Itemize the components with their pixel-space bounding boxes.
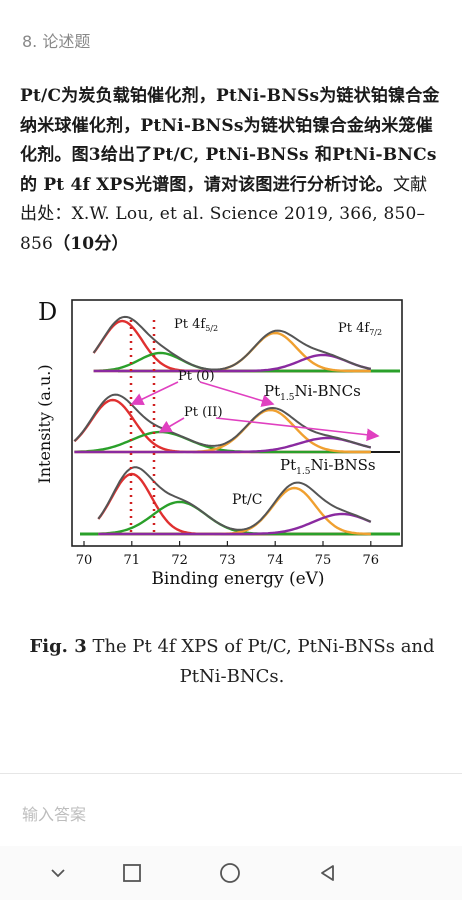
figure-caption: Fig. 3 The Pt 4f XPS of Pt/C, PtNi-BNSs … — [20, 632, 444, 692]
label-pt4f52: Pt 4f5/2 — [174, 317, 218, 333]
divider — [0, 773, 462, 774]
question-reference: 文献出处：X.W. Lou, et al. Science 2019, 366,… — [20, 174, 428, 254]
circle-icon — [220, 863, 240, 883]
label-pt4f72: Pt 4f7/2 — [338, 321, 382, 337]
nav-recents-button[interactable] — [102, 846, 162, 900]
triangle-back-icon — [321, 865, 334, 881]
x-ticks: 70 71 72 73 74 75 76 — [76, 541, 379, 568]
x-tick-label: 74 — [267, 553, 284, 568]
y-axis-label: Intensity (a.u.) — [35, 364, 54, 483]
label-pt2: Pt (II) — [184, 405, 223, 420]
arrow-pt0-left — [130, 381, 179, 405]
arrow-pt0-right — [199, 381, 275, 407]
envelope-top — [92, 315, 371, 371]
caption-text: The Pt 4f XPS of Pt/C, PtNi-BNSs and PtN… — [86, 636, 435, 687]
system-navbar — [0, 846, 462, 900]
peak-top-0 — [92, 319, 371, 373]
question-body: Pt/C为炭负载铂催化剂，PtNi-BNSs为链状铂镍合金纳米球催化剂，PtNi… — [20, 86, 440, 195]
label-ptc: Pt/C — [232, 492, 262, 508]
peak-top-3 — [93, 353, 371, 373]
arrow-pt2-left — [158, 417, 185, 433]
xps-curves — [73, 315, 372, 536]
x-tick-label: 76 — [363, 553, 380, 568]
plot-frame — [71, 299, 403, 547]
x-tick-label: 75 — [315, 553, 332, 568]
label-bncs: Pt1.5Ni-BNCs — [264, 382, 361, 403]
x-tick-label: 73 — [219, 553, 236, 568]
peak-mid-3 — [74, 436, 372, 454]
caption-label: Fig. 3 — [29, 636, 87, 657]
question-number: 8. 论述题 — [22, 32, 91, 51]
question-text: Pt/C为炭负载铂催化剂，PtNi-BNSs为链状铂镍合金纳米球催化剂，PtNi… — [20, 82, 444, 259]
envelope-bottom — [97, 466, 372, 531]
x-tick-label: 70 — [76, 553, 93, 568]
arrow-pt2-right — [215, 417, 380, 442]
x-axis-label: Binding energy (eV) — [151, 569, 324, 589]
x-tick-label: 71 — [124, 553, 141, 568]
nav-collapse-button[interactable] — [28, 846, 88, 900]
nav-home-button[interactable] — [200, 846, 260, 900]
annotation-arrows — [130, 381, 380, 442]
envelope-mid — [73, 393, 372, 449]
x-tick-label: 72 — [171, 553, 188, 568]
question-score: （10分） — [53, 233, 129, 254]
xps-figure: D Intensity (a.u.) Binding energy (eV) 7… — [35, 298, 403, 589]
panel-letter: D — [38, 298, 57, 326]
square-icon — [123, 864, 141, 882]
peak-bottom-3 — [98, 512, 372, 536]
label-bnss: Pt1.5Ni-BNSs — [280, 456, 376, 477]
chevron-down-icon — [51, 869, 65, 878]
answer-input[interactable] — [22, 800, 442, 828]
peak-mid-1 — [74, 430, 371, 454]
label-pt0: Pt (0) — [178, 369, 215, 384]
nav-back-button[interactable] — [298, 846, 358, 900]
